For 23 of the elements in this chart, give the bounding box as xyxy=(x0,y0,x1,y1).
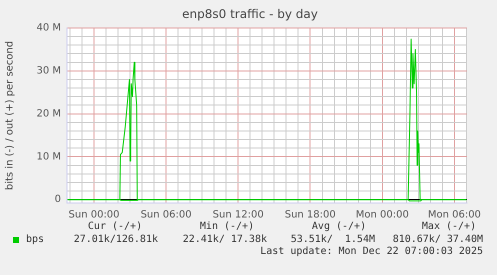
text: Cur (-/+) xyxy=(86,221,144,233)
text: Max (-/+) xyxy=(420,221,478,233)
legend-label: bps xyxy=(26,234,44,246)
text: Last update: Mon Dec 22 07:00:03 2025 xyxy=(260,246,483,258)
x-tick-label: Mon 06:00 xyxy=(428,210,481,221)
x-tick-label: Sun 12:00 xyxy=(212,210,264,221)
text: 27.01k/126.81k xyxy=(74,234,158,246)
y-tick-label: 20 M xyxy=(36,108,61,120)
y-tick-label: 10 M xyxy=(36,151,61,162)
x-tick-label: Sun 06:00 xyxy=(140,210,192,221)
x-tick-label: Mon 00:00 xyxy=(356,210,409,221)
text: Avg (-/+) xyxy=(310,221,368,233)
text: 53.51k/ 1.54M xyxy=(290,234,375,246)
text: Min (-/+) xyxy=(198,221,256,233)
y-tick-label: 30 M xyxy=(36,65,61,76)
y-axis-title: bits in (-) / out (+) per second xyxy=(4,40,16,190)
y-tick-label: 40 M xyxy=(36,22,61,34)
text: 810.67k/ 37.40M xyxy=(392,234,483,246)
chart-title: enp8s0 traffic - by day xyxy=(182,7,318,22)
x-tick-label: Sun 18:00 xyxy=(284,210,336,221)
text: 22.41k/ 17.38k xyxy=(182,234,267,246)
y-tick-label: 0 xyxy=(54,194,61,206)
x-tick-label: Sun 00:00 xyxy=(68,210,120,221)
